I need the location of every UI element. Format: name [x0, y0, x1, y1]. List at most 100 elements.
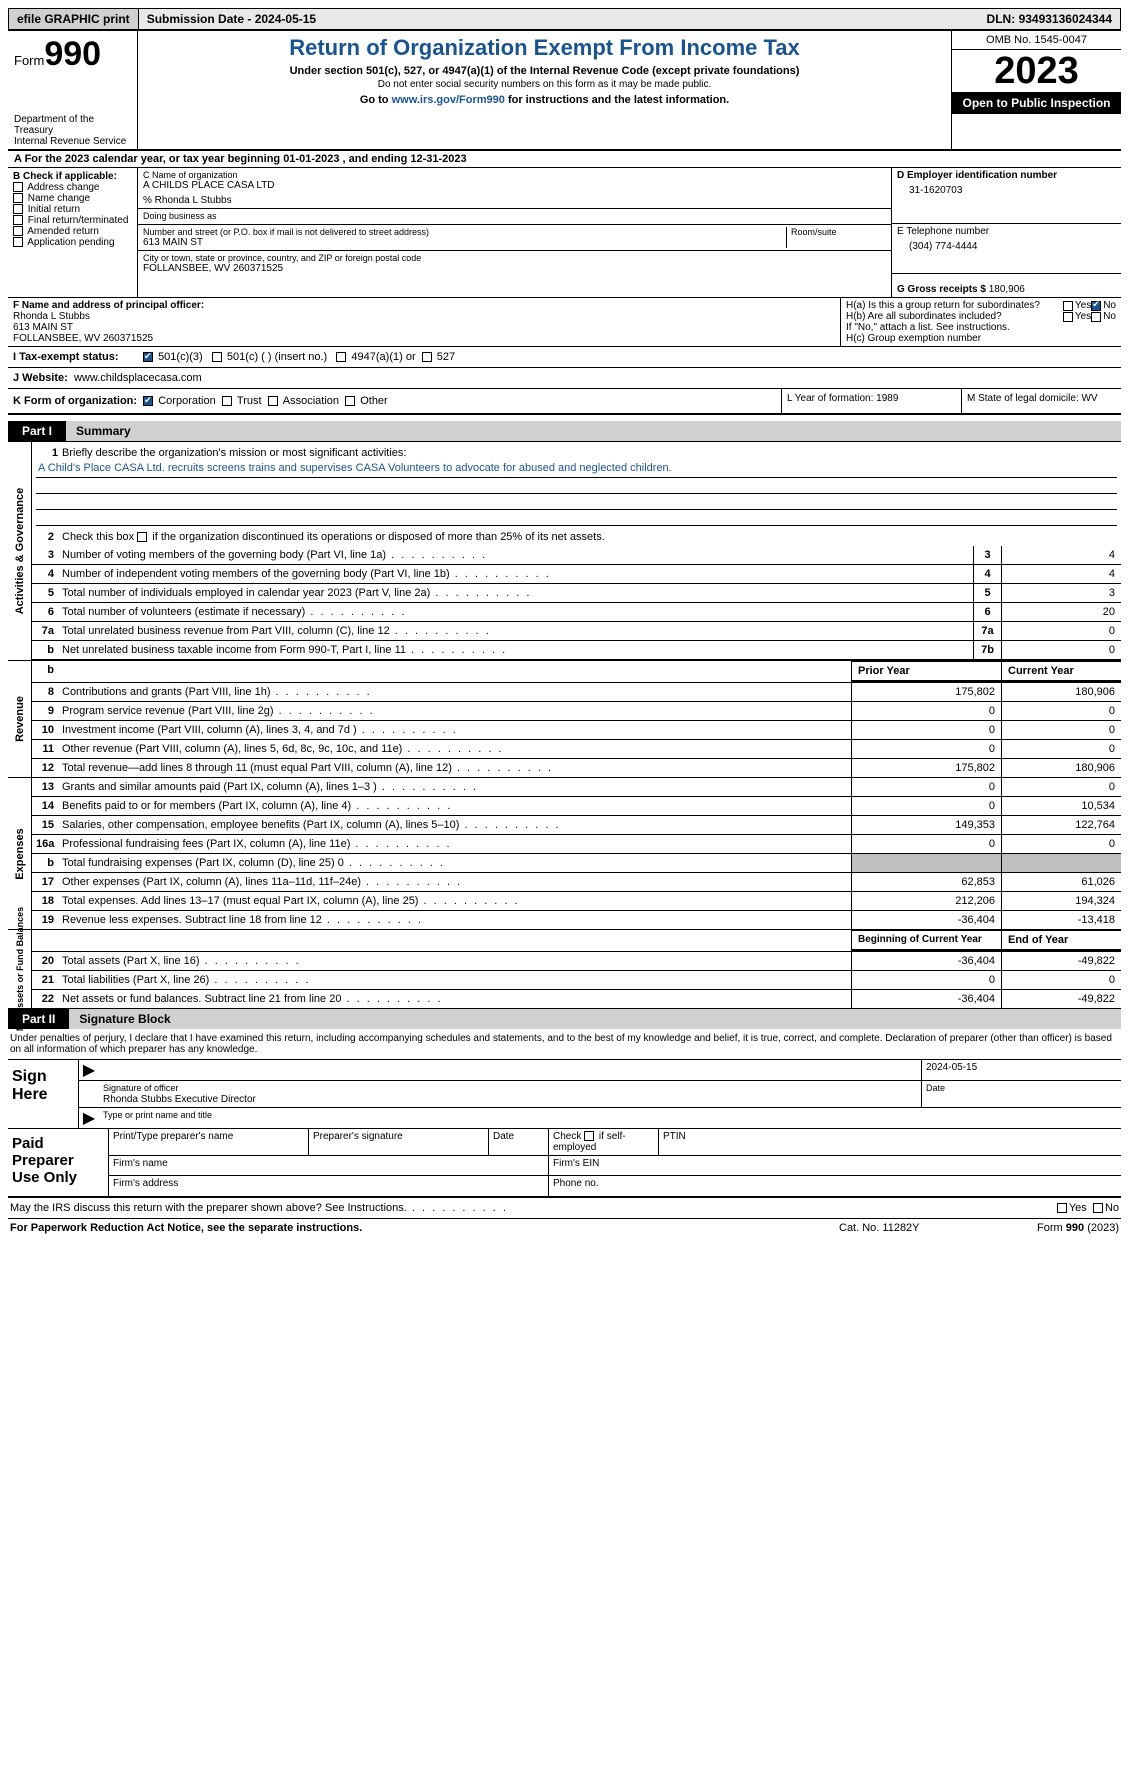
ha-no[interactable] [1091, 301, 1101, 311]
arrow-icon-2: ▶ [79, 1108, 99, 1128]
form-title: Return of Organization Exempt From Incom… [144, 35, 945, 61]
paid-h3: Date [489, 1129, 549, 1155]
discuss-row: May the IRS discuss this return with the… [8, 1198, 1121, 1219]
website-url: www.childsplacecasa.com [74, 372, 202, 384]
cb-discuss-no[interactable] [1093, 1203, 1103, 1213]
cb-self-emp[interactable] [584, 1131, 594, 1141]
cb-discontinued[interactable] [137, 532, 147, 542]
officer-addr2: FOLLANSBEE, WV 260371525 [13, 333, 835, 344]
cb-trust[interactable] [222, 396, 232, 406]
gross-receipts: 180,906 [989, 284, 1025, 295]
open-to-public: Open to Public Inspection [952, 92, 1121, 114]
efile-print-button[interactable]: efile GRAPHIC print [9, 9, 139, 29]
side-exp: Expenses [14, 828, 26, 879]
data-line: 13Grants and similar amounts paid (Part … [32, 778, 1121, 797]
officer-name: Rhonda L Stubbs [13, 311, 835, 322]
data-line: 17Other expenses (Part IX, column (A), l… [32, 873, 1121, 892]
entity-block: B Check if applicable: Address change Na… [8, 168, 1121, 297]
sig-officer-lbl: Signature of officer [103, 1083, 178, 1093]
phone-lbl: Phone no. [549, 1176, 1121, 1196]
box-m: M State of legal domicile: WV [961, 389, 1121, 413]
box-g-label: G Gross receipts $ [897, 284, 986, 295]
cb-527[interactable] [422, 352, 432, 362]
cb-4947[interactable] [336, 352, 346, 362]
col-beginning: Beginning of Current Year [851, 930, 1001, 951]
col-prior: Prior Year [851, 661, 1001, 682]
part1-title: Summary [66, 421, 1121, 441]
h-b-label: H(b) Are all subordinates included? [846, 311, 1063, 322]
col-current: Current Year [1001, 661, 1121, 682]
box-i-label: I Tax-exempt status: [13, 351, 143, 363]
box-b-item[interactable]: Amended return [13, 226, 132, 237]
box-b-item[interactable]: Application pending [13, 237, 132, 248]
firm-name-lbl: Firm's name [109, 1156, 549, 1175]
cb-assoc[interactable] [268, 396, 278, 406]
gov-line: 3Number of voting members of the governi… [32, 546, 1121, 565]
omb-number: OMB No. 1545-0047 [952, 31, 1121, 50]
data-line: 19Revenue less expenses. Subtract line 1… [32, 911, 1121, 929]
side-gov: Activities & Governance [14, 488, 26, 615]
submission-date: Submission Date - 2024-05-15 [139, 9, 324, 29]
officer-sig-name: Rhonda Stubbs Executive Director [103, 1094, 256, 1105]
subtitle-2: Do not enter social security numbers on … [144, 79, 945, 90]
room-label: Room/suite [791, 227, 837, 237]
box-e-label: E Telephone number [897, 226, 1116, 237]
cb-corp[interactable] [143, 396, 153, 406]
data-line: 8Contributions and grants (Part VIII, li… [32, 683, 1121, 702]
h-note: If "No," attach a list. See instructions… [846, 322, 1116, 333]
gov-line: bNet unrelated business taxable income f… [32, 641, 1121, 660]
cb-discuss-yes[interactable] [1057, 1203, 1067, 1213]
form-header: Form990 Department of the TreasuryIntern… [8, 30, 1121, 151]
irs-link[interactable]: www.irs.gov/Form990 [392, 94, 505, 106]
date-lbl: Date [926, 1083, 945, 1093]
hb-no[interactable] [1091, 312, 1101, 322]
data-line: 10Investment income (Part VIII, column (… [32, 721, 1121, 740]
tax-year: 2023 [952, 50, 1121, 92]
paid-h1: Print/Type preparer's name [109, 1129, 309, 1155]
addr-label: Number and street (or P.O. box if mail i… [143, 227, 786, 237]
gov-line: 5Total number of individuals employed in… [32, 584, 1121, 603]
data-line: 22Net assets or fund balances. Subtract … [32, 990, 1121, 1008]
dept-treasury: Department of the TreasuryInternal Reven… [14, 114, 131, 147]
form-foot: Form 990 (2023) [989, 1222, 1119, 1234]
paid-label: Paid Preparer Use Only [8, 1129, 108, 1196]
ein: 31-1620703 [897, 181, 1116, 196]
part2-title: Signature Block [69, 1009, 1121, 1029]
k-org-row: K Form of organization: Corporation Trus… [8, 389, 1121, 415]
dln: DLN: 93493136024344 [979, 9, 1120, 29]
firm-addr-lbl: Firm's address [109, 1176, 549, 1196]
sum-net: Net Assets or Fund Balances Beginning of… [8, 929, 1121, 1009]
officer-addr1: 613 MAIN ST [13, 322, 835, 333]
paid-h2: Preparer's signature [309, 1129, 489, 1155]
cb-501c3[interactable] [143, 352, 153, 362]
gov-line: 4Number of independent voting members of… [32, 565, 1121, 584]
cb-other[interactable] [345, 396, 355, 406]
tax-exempt-row: I Tax-exempt status: 501(c)(3) 501(c) ( … [8, 346, 1121, 368]
box-b-item[interactable]: Address change [13, 182, 132, 193]
website-row: J Website: www.childsplacecasa.com [8, 368, 1121, 389]
box-c-label: C Name of organization [143, 170, 886, 180]
col-end: End of Year [1001, 930, 1121, 951]
box-b-item[interactable]: Final return/terminated [13, 215, 132, 226]
dba-label: Doing business as [143, 211, 217, 221]
box-k-label: K Form of organization: [13, 395, 137, 407]
data-line: 21Total liabilities (Part X, line 26)00 [32, 971, 1121, 990]
form-number: Form990 [14, 35, 131, 74]
box-b-item[interactable]: Initial return [13, 204, 132, 215]
mission-text: A Child's Place CASA Ltd. recruits scree… [36, 462, 1117, 478]
paperwork-notice: For Paperwork Reduction Act Notice, see … [10, 1222, 839, 1234]
box-b-item[interactable]: Name change [13, 193, 132, 204]
box-f-label: F Name and address of principal officer: [13, 300, 835, 311]
sig-intro: Under penalties of perjury, I declare th… [8, 1029, 1121, 1060]
ha-yes[interactable] [1063, 301, 1073, 311]
hb-yes[interactable] [1063, 312, 1073, 322]
h-a-label: H(a) Is this a group return for subordin… [846, 300, 1063, 311]
data-line: 12Total revenue—add lines 8 through 11 (… [32, 759, 1121, 777]
box-d-label: D Employer identification number [897, 170, 1116, 181]
paid-h5: PTIN [659, 1129, 1121, 1155]
sum-revenue: Revenue bPrior YearCurrent Year 8Contrib… [8, 660, 1121, 777]
sign-here-block: Sign Here ▶ 2024-05-15 Signature of offi… [8, 1060, 1121, 1129]
h-c-label: H(c) Group exemption number [846, 333, 1116, 344]
cb-501c[interactable] [212, 352, 222, 362]
cat-no: Cat. No. 11282Y [839, 1222, 989, 1234]
